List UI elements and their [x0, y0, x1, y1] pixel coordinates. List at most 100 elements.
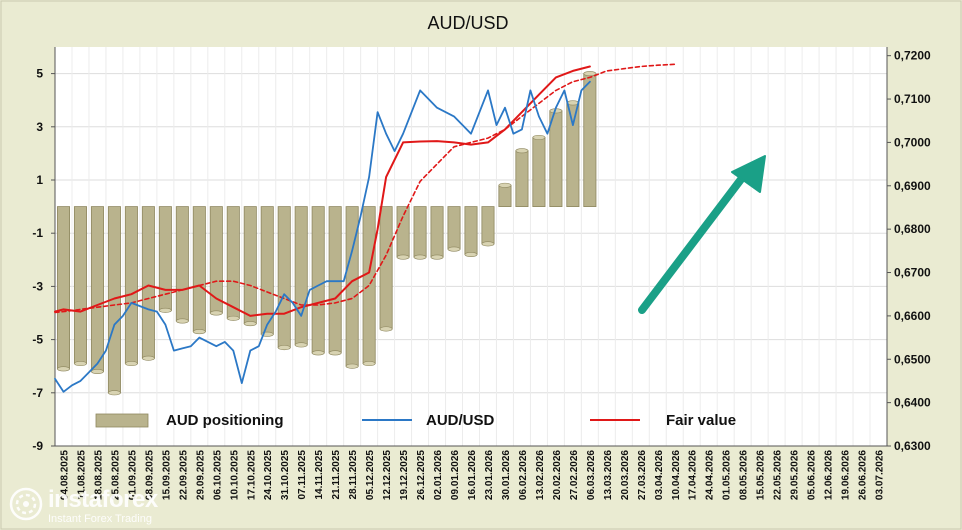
bar-cap — [57, 366, 70, 372]
bar-cap — [396, 254, 410, 260]
series-line-audusd — [54, 80, 591, 393]
left-tick-label: 1 — [36, 173, 43, 187]
x-tick-label: 22.09.2025 — [178, 450, 189, 500]
bar-aud-positioning — [549, 110, 563, 207]
bar-aud-positioning — [56, 206, 71, 370]
bar-cap — [192, 329, 206, 335]
x-tick-label: 05.12.2025 — [365, 450, 376, 500]
bar-cap — [430, 254, 444, 260]
bar-aud-positioning — [430, 206, 444, 258]
bar-aud-positioning — [311, 206, 325, 354]
bar-cap — [74, 361, 87, 367]
bar-aud-positioning — [277, 206, 291, 348]
bar-aud-positioning — [243, 206, 257, 325]
x-tick-label: 01.09.2025 — [127, 450, 138, 500]
x-tick-label: 07.11.2025 — [297, 450, 308, 500]
bar-cap — [379, 326, 393, 332]
x-tick-label: 12.12.2025 — [382, 450, 393, 500]
x-tick-label: 28.11.2025 — [348, 450, 359, 500]
x-tick-label: 23.01.2026 — [484, 450, 495, 500]
right-tick-label: 0,7100 — [894, 92, 931, 106]
x-tick-label: 24.04.2026 — [705, 450, 716, 500]
x-tick-label: 19.06.2026 — [841, 450, 852, 500]
x-tick-label: 17.10.2025 — [246, 450, 257, 500]
bar-cap — [464, 251, 478, 257]
bar-cap — [243, 321, 257, 327]
x-tick-label: 09.01.2026 — [450, 450, 461, 500]
right-tick-label: 0,6700 — [894, 266, 931, 280]
bar-aud-positioning — [141, 206, 155, 359]
x-tick-label: 06.02.2026 — [518, 450, 529, 500]
x-tick-label: 27.02.2026 — [569, 450, 580, 500]
x-tick-label: 22.05.2026 — [773, 450, 784, 500]
series-line-fair-value — [54, 65, 591, 317]
bar-cap — [108, 390, 121, 396]
bar-cap — [124, 361, 138, 367]
right-tick-label: 0,6900 — [894, 179, 931, 193]
x-tick-label: 10.10.2025 — [229, 450, 240, 500]
bar-cap — [515, 148, 529, 154]
bar-cap — [498, 182, 512, 188]
left-tick-label: -1 — [32, 226, 43, 240]
x-tick-label: 03.07.2026 — [875, 450, 886, 500]
x-tick-label: 31.10.2025 — [280, 450, 291, 500]
bar-aud-positioning — [362, 206, 376, 364]
bar-cap — [362, 361, 376, 367]
trend-arrow-icon — [638, 155, 766, 314]
x-tick-label: 06.10.2025 — [212, 450, 223, 500]
bar-aud-positioning — [498, 184, 512, 208]
chart-title: AUD/USD — [427, 13, 508, 33]
bar-cap — [532, 134, 546, 140]
bar-cap — [175, 318, 189, 324]
x-tick-label: 05.06.2026 — [807, 450, 818, 500]
bar-cap — [141, 355, 155, 361]
x-tick-label: 08.05.2026 — [739, 450, 750, 500]
trend-arrow-head — [731, 155, 766, 193]
bar-aud-positioning — [192, 206, 206, 333]
bar-cap — [209, 310, 223, 316]
bar-aud-positioning — [379, 206, 393, 330]
x-tick-label: 26.12.2025 — [416, 450, 427, 500]
x-tick-label: 26.06.2026 — [858, 450, 869, 500]
bar-aud-positioning — [90, 206, 104, 372]
bar-aud-positioning — [447, 206, 461, 250]
left-tick-label: -7 — [32, 386, 43, 400]
x-tick-label: 21.11.2025 — [331, 450, 342, 500]
x-tick-label: 18.08.2025 — [93, 450, 104, 500]
bar-cap — [277, 345, 291, 351]
left-tick-label: 5 — [36, 67, 43, 81]
x-tick-label: 02.01.2026 — [433, 450, 444, 500]
bar-cap — [328, 350, 342, 356]
instaforex-logo-icon — [9, 487, 43, 521]
x-tick-label: 13.03.2026 — [603, 450, 614, 500]
x-tick-label: 10.04.2026 — [671, 450, 682, 500]
x-tick-label: 06.03.2026 — [586, 450, 597, 500]
bar-cap — [311, 350, 325, 356]
bar-cap — [413, 254, 427, 260]
legend-label: Fair value — [666, 412, 736, 429]
right-tick-label: 0,7200 — [894, 49, 931, 63]
legend-label: AUD/USD — [426, 412, 495, 429]
x-tick-label: 12.06.2026 — [824, 450, 835, 500]
x-tick-label: 13.02.2026 — [535, 450, 546, 500]
x-tick-label: 19.12.2025 — [399, 450, 410, 500]
x-tick-label: 15.05.2026 — [756, 450, 767, 500]
bar-aud-positioning — [209, 206, 223, 314]
right-tick-label: 0,6400 — [894, 396, 931, 410]
bar-aud-positioning — [124, 206, 138, 364]
bar-cap — [158, 307, 172, 313]
legend-label: AUD positioning — [166, 412, 283, 429]
trend-arrow-shaft — [638, 174, 746, 314]
bar-cap — [481, 241, 495, 247]
bar-aud-positioning — [413, 206, 427, 258]
bar-aud-positioning — [294, 206, 308, 346]
bar-aud-positioning — [464, 206, 478, 255]
x-tick-label: 29.05.2026 — [790, 450, 801, 500]
x-tick-label: 29.09.2025 — [195, 450, 206, 500]
x-tick-label: 16.01.2026 — [467, 450, 478, 500]
x-tick-label: 15.09.2025 — [161, 450, 172, 500]
plot-area: 5 3 1 -1 -3 -5 -7 -9 0,7200 0,7100 0,7000 0,6900 0,6… — [32, 47, 931, 500]
x-tick-label: 20.02.2026 — [552, 450, 563, 500]
